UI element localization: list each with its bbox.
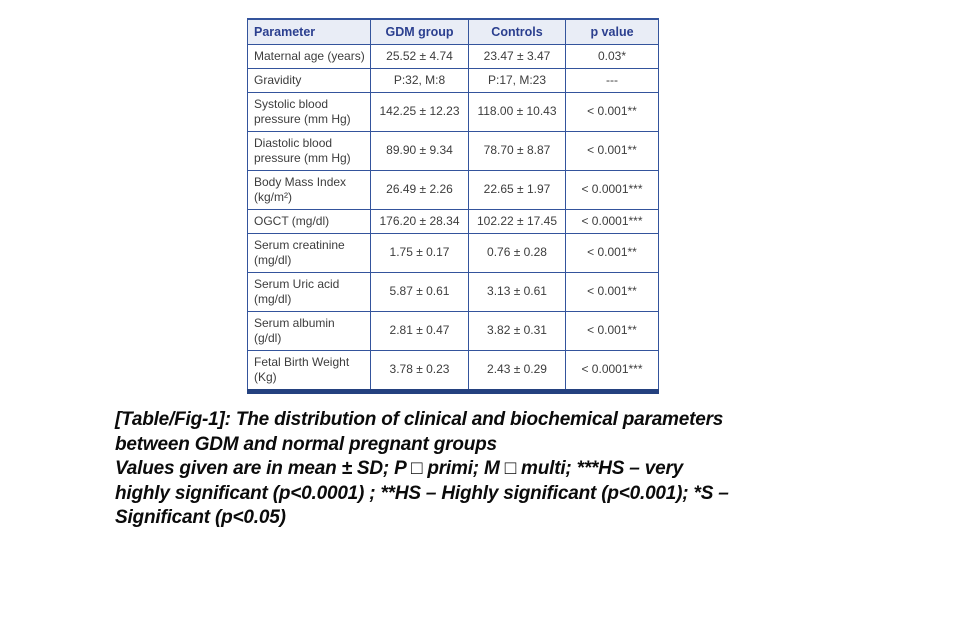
cell-p-value: ---: [565, 67, 659, 93]
cell-p-value: < 0.001**: [565, 271, 659, 312]
cell-parameter: Fetal Birth Weight (Kg): [247, 349, 371, 392]
cell-gdm-value: 1.75 ± 0.17: [370, 232, 469, 273]
cell-controls-value: 3.82 ± 0.31: [468, 310, 566, 351]
cell-p-value: < 0.0001***: [565, 208, 659, 234]
cell-p-value: < 0.001**: [565, 232, 659, 273]
column-header-controls: Controls: [468, 18, 566, 45]
cell-controls-value: 118.00 ± 10.43: [468, 91, 566, 132]
column-header-parameter: Parameter: [247, 18, 371, 45]
cell-gdm-value: 26.49 ± 2.26: [370, 169, 469, 210]
table-row-serum-creatinine: Serum creatinine (mg/dl) 1.75 ± 0.17 0.7…: [247, 232, 659, 273]
cell-controls-value: 0.76 ± 0.28: [468, 232, 566, 273]
cell-p-value: < 0.0001***: [565, 349, 659, 392]
table-row-maternal-age: Maternal age (years) 25.52 ± 4.74 23.47 …: [247, 43, 659, 69]
column-header-gdm-group: GDM group: [370, 18, 469, 45]
table-row-gravidity: Gravidity P:32, M:8 P:17, M:23 ---: [247, 67, 659, 93]
cell-gdm-value: 89.90 ± 9.34: [370, 130, 469, 171]
caption-title: [Table/Fig-1]: The distribution of clini…: [115, 409, 724, 455]
cell-controls-value: 3.13 ± 0.61: [468, 271, 566, 312]
cell-parameter: OGCT (mg/dl): [247, 208, 371, 234]
cell-p-value: < 0.001**: [565, 310, 659, 351]
table-row-systolic-bp: Systolic blood pressure (mm Hg) 142.25 ±…: [247, 91, 659, 132]
cell-p-value: 0.03*: [565, 43, 659, 69]
cell-gdm-value: 142.25 ± 12.23: [370, 91, 469, 132]
cell-p-value: < 0.001**: [565, 91, 659, 132]
cell-controls-value: 78.70 ± 8.87: [468, 130, 566, 171]
cell-parameter: Body Mass Index (kg/m²): [247, 169, 371, 210]
table-row-ogct: OGCT (mg/dl) 176.20 ± 28.34 102.22 ± 17.…: [247, 208, 659, 234]
cell-gdm-value: 176.20 ± 28.34: [370, 208, 469, 234]
cell-gdm-value: 25.52 ± 4.74: [370, 43, 469, 69]
figure-caption: [Table/Fig-1]: The distribution of clini…: [115, 408, 895, 531]
table-header-row: Parameter GDM group Controls p value: [247, 18, 659, 45]
cell-controls-value: 2.43 ± 0.29: [468, 349, 566, 392]
cell-parameter: Gravidity: [247, 67, 371, 93]
table-row-diastolic-bp: Diastolic blood pressure (mm Hg) 89.90 ±…: [247, 130, 659, 171]
cell-parameter: Diastolic blood pressure (mm Hg): [247, 130, 371, 171]
column-header-p-value: p value: [565, 18, 659, 45]
clinical-parameters-table: Parameter GDM group Controls p value Mat…: [247, 18, 659, 394]
table-row-bmi: Body Mass Index (kg/m²) 26.49 ± 2.26 22.…: [247, 169, 659, 210]
cell-controls-value: P:17, M:23: [468, 67, 566, 93]
cell-gdm-value: 2.81 ± 0.47: [370, 310, 469, 351]
cell-p-value: < 0.0001***: [565, 169, 659, 210]
cell-controls-value: 22.65 ± 1.97: [468, 169, 566, 210]
table-row-fetal-birth-weight: Fetal Birth Weight (Kg) 3.78 ± 0.23 2.43…: [247, 349, 659, 392]
cell-gdm-value: 3.78 ± 0.23: [370, 349, 469, 392]
caption-notes: Values given are in mean ± SD; P □ primi…: [115, 458, 729, 528]
cell-gdm-value: P:32, M:8: [370, 67, 469, 93]
cell-parameter: Serum Uric acid (mg/dl): [247, 271, 371, 312]
cell-gdm-value: 5.87 ± 0.61: [370, 271, 469, 312]
cell-controls-value: 102.22 ± 17.45: [468, 208, 566, 234]
cell-p-value: < 0.001**: [565, 130, 659, 171]
cell-parameter: Serum creatinine (mg/dl): [247, 232, 371, 273]
table-row-serum-uric-acid: Serum Uric acid (mg/dl) 5.87 ± 0.61 3.13…: [247, 271, 659, 312]
cell-parameter: Systolic blood pressure (mm Hg): [247, 91, 371, 132]
cell-parameter: Maternal age (years): [247, 43, 371, 69]
cell-controls-value: 23.47 ± 3.47: [468, 43, 566, 69]
cell-parameter: Serum albumin (g/dl): [247, 310, 371, 351]
table-row-serum-albumin: Serum albumin (g/dl) 2.81 ± 0.47 3.82 ± …: [247, 310, 659, 351]
